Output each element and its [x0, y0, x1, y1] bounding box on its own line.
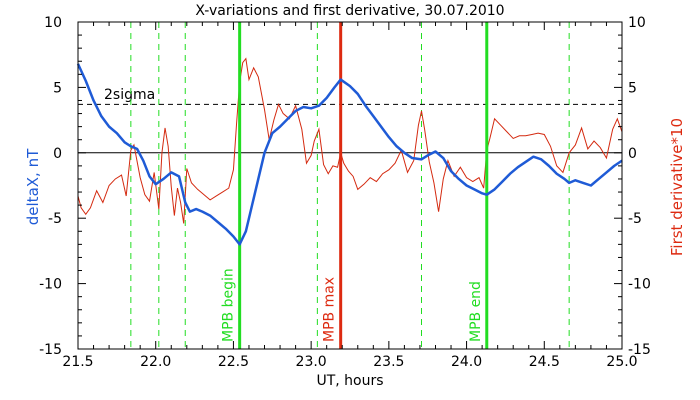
- plot-layer: MPB begin MPB max MPB end 21.5 22.0 22.5 23.0 2…: [39, 15, 651, 370]
- derivative-series-line: [77, 57, 623, 224]
- y-tick-label-right: -10: [628, 277, 651, 293]
- x-tick-label: 21.5: [62, 354, 93, 370]
- deltax-series-line: [76, 63, 623, 246]
- mpb-end-label: MPB end: [468, 281, 484, 342]
- y-tick-label-right: -15: [628, 342, 651, 358]
- x-tick-label: 25.0: [606, 354, 637, 370]
- y-axis-label-left: deltaX, nT: [24, 148, 42, 225]
- y-axis-label-right: First derivative*10: [668, 118, 686, 256]
- y-tick-label-left: -5: [48, 211, 62, 227]
- plot-frame: [77, 21, 623, 350]
- x-tick-label: 24.5: [529, 354, 560, 370]
- chart-title: X-variations and first derivative, 30.07…: [195, 3, 504, 19]
- y-tick-label-right: 5: [628, 80, 637, 96]
- y-tick-label-right: 0: [628, 146, 637, 162]
- y-tick-label-left: 0: [53, 146, 62, 162]
- x-tick-label: 23.0: [296, 354, 327, 370]
- y-tick-label-right: -5: [628, 211, 642, 227]
- mpb-max-label: MPB max: [322, 277, 338, 342]
- y-tick-label-left: 10: [44, 15, 62, 31]
- x-axis-label: UT, hours: [316, 373, 383, 389]
- mpb-begin-label: MPB begin: [221, 268, 237, 342]
- sigma-label: 2sigma: [104, 87, 155, 103]
- x-tick-label: 24.0: [451, 354, 482, 370]
- y-tick-label-left: -10: [39, 277, 62, 293]
- y-tick-label-left: 5: [53, 80, 62, 96]
- x-tick-label: 23.5: [373, 354, 404, 370]
- y-tick-label-left: -15: [39, 342, 62, 358]
- x-tick-label: 22.0: [140, 354, 171, 370]
- x-tick-label: 22.5: [218, 354, 249, 370]
- y-tick-label-right: 10: [628, 15, 646, 31]
